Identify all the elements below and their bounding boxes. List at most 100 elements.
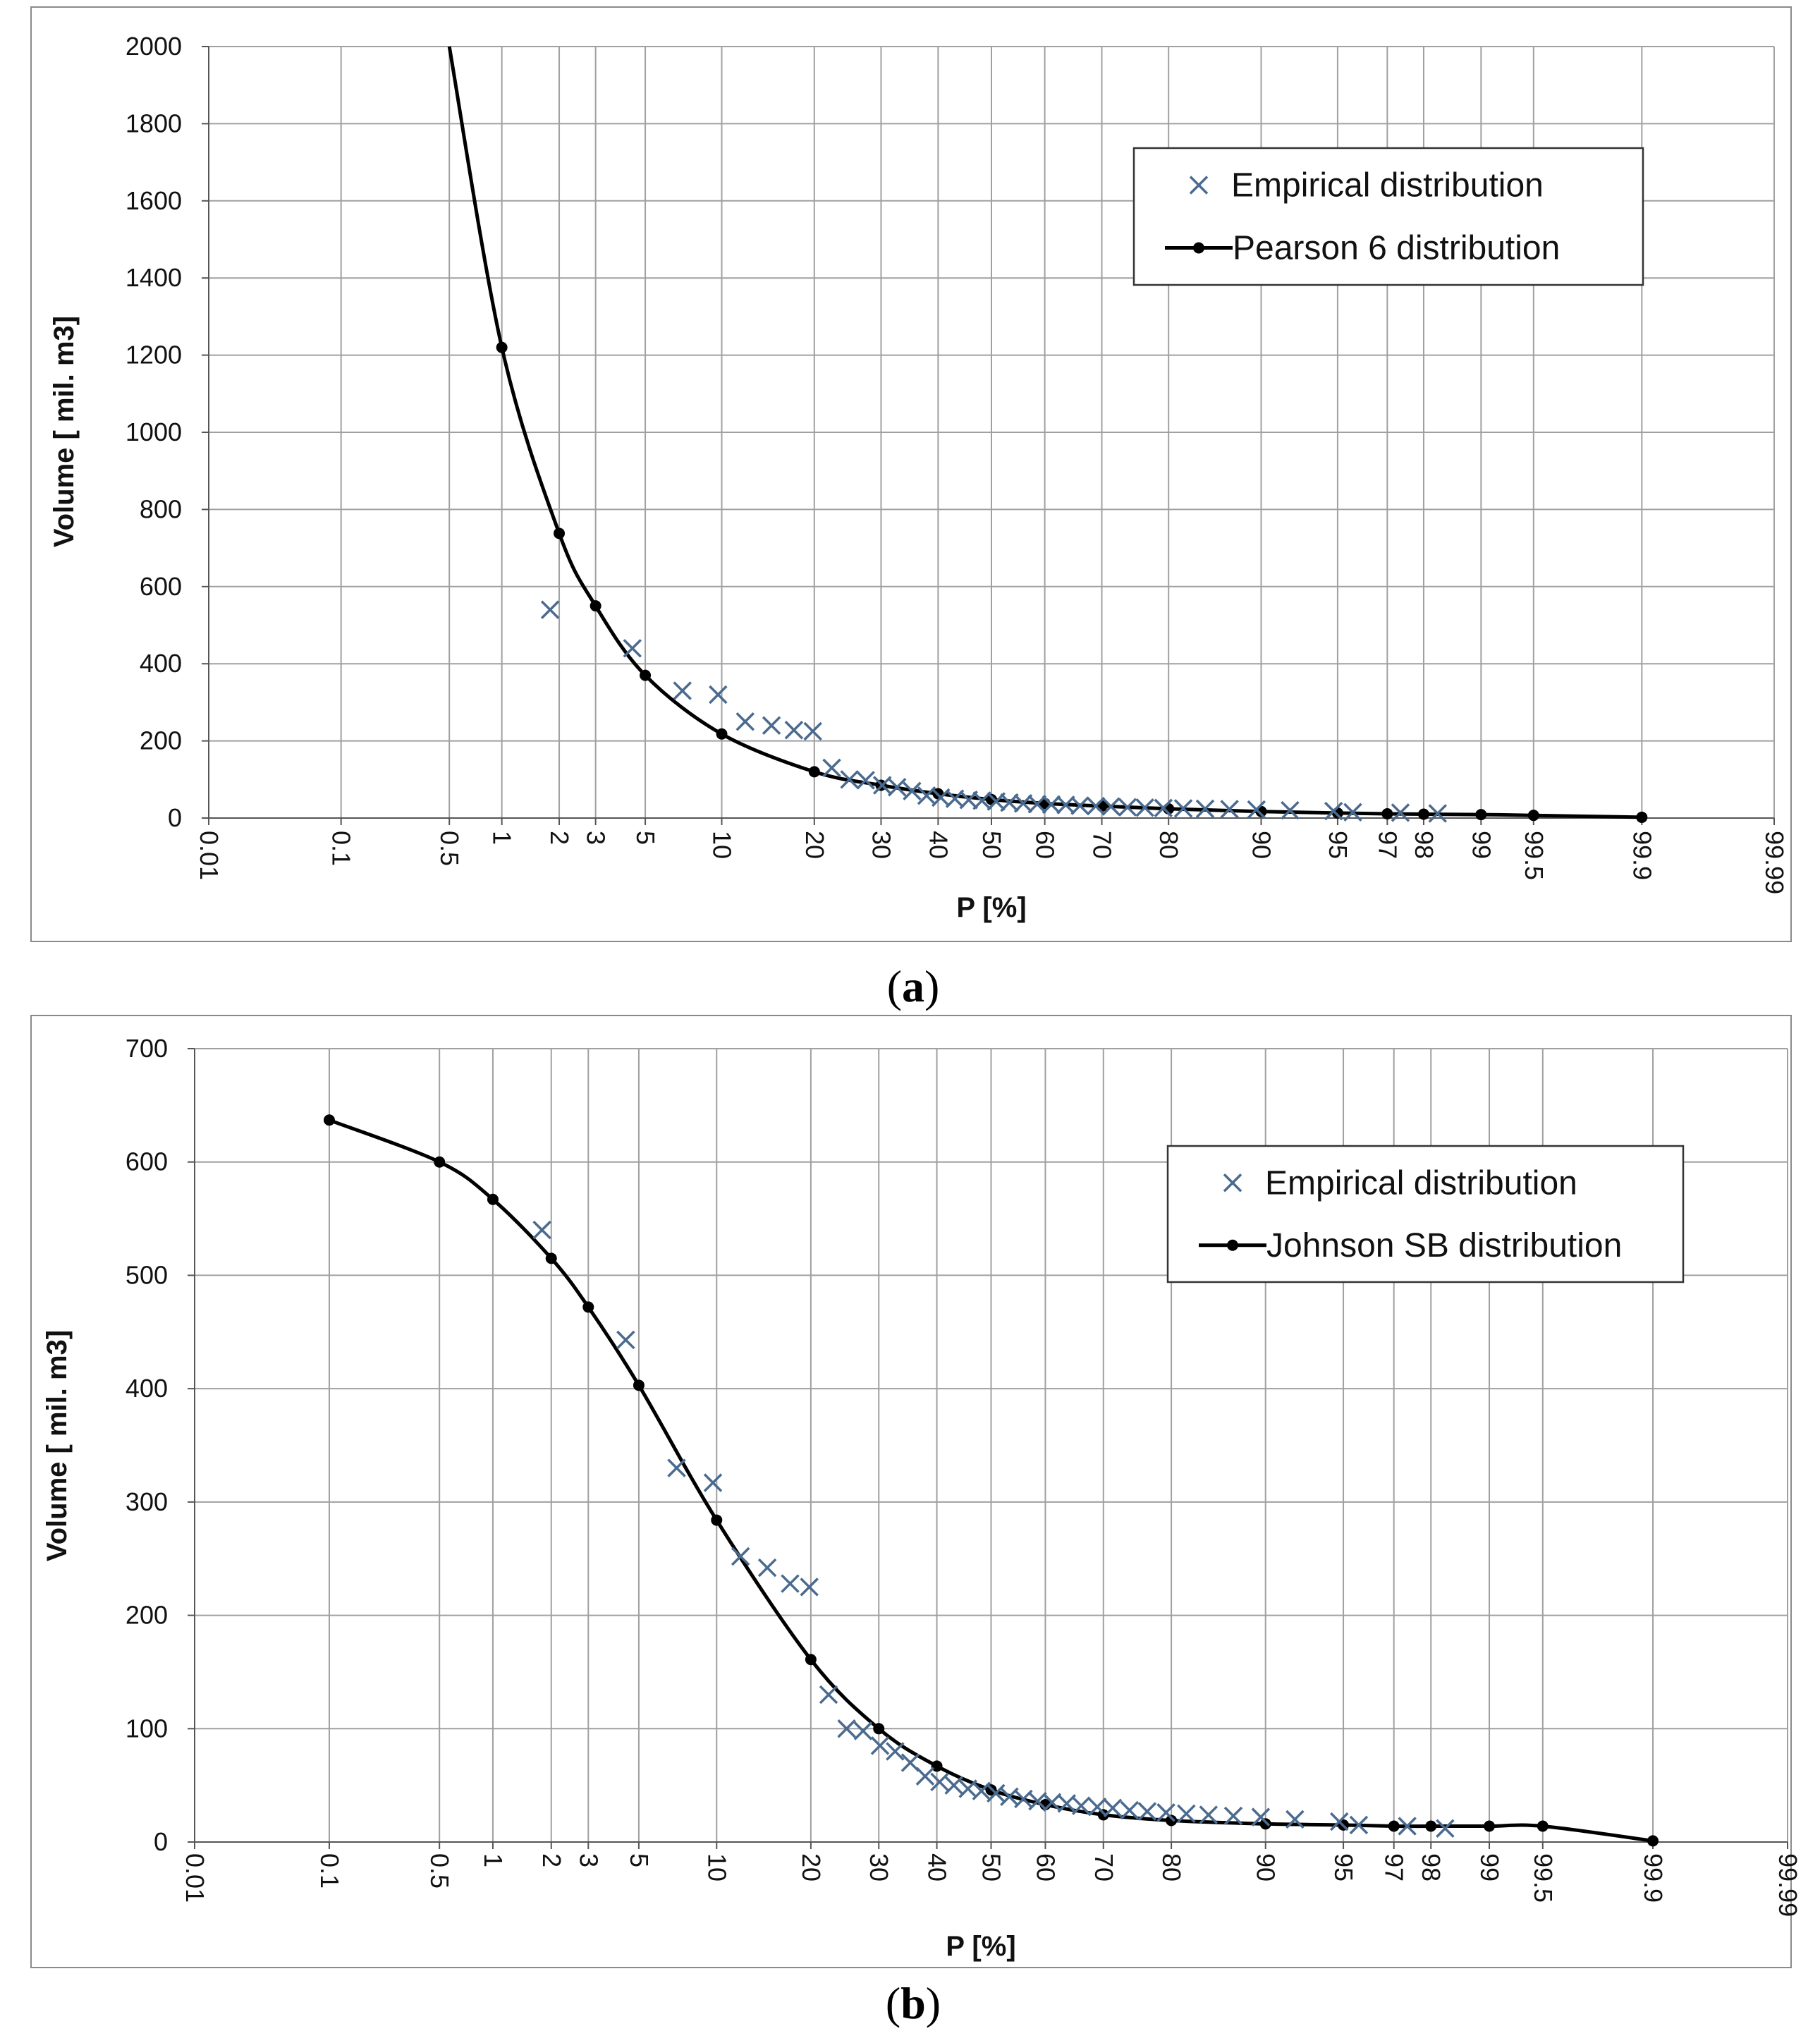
x-tick-label: 80	[1154, 831, 1183, 859]
x-tick-label: 98	[1410, 831, 1439, 859]
fitted-curve-point	[1388, 1820, 1400, 1832]
empirical-point-stroke	[903, 781, 922, 800]
empirical-point-stroke	[1173, 799, 1193, 818]
y-tick-label: 1000	[126, 417, 182, 446]
empirical-point-stroke	[1027, 795, 1047, 814]
empirical-point	[870, 1736, 890, 1755]
fitted-curve-point	[1331, 807, 1343, 819]
empirical-point	[757, 1558, 777, 1578]
empirical-point	[673, 681, 692, 700]
empirical-point-stroke	[1343, 803, 1362, 822]
empirical-point	[1042, 795, 1061, 815]
empirical-point-stroke	[540, 600, 560, 619]
legend-marker-dot	[1193, 242, 1204, 254]
empirical-point	[709, 685, 728, 705]
fitted-curve-point	[323, 1114, 335, 1126]
empirical-point-stroke	[915, 1767, 935, 1786]
x-tick-label: 60	[1031, 1853, 1060, 1882]
fitted-curve-point	[1381, 807, 1393, 819]
empirical-point-stroke	[1103, 1798, 1123, 1818]
x-tick-label: 0.01	[181, 1853, 209, 1903]
y-tick-label: 400	[140, 649, 182, 678]
empirical-point	[1223, 1806, 1243, 1826]
empirical-point	[781, 1574, 800, 1593]
empirical-point-stroke	[1028, 1791, 1047, 1811]
x-tick-label: 0.5	[425, 1853, 454, 1889]
x-tick-label: 99.99	[1773, 1853, 1802, 1917]
empirical-point-stroke	[1195, 799, 1215, 819]
x-tick-label: 40	[923, 1853, 952, 1882]
empirical-point	[1137, 1802, 1157, 1821]
empirical-point	[540, 600, 560, 619]
chart-frame	[30, 6, 1792, 942]
y-tick-label: 200	[126, 1601, 168, 1630]
empirical-point-stroke	[532, 1220, 551, 1240]
empirical-point-stroke	[709, 685, 728, 705]
x-tick-label: 99.9	[1639, 1853, 1668, 1903]
empirical-point	[903, 781, 922, 800]
x-tick-label: 5	[625, 1853, 654, 1867]
panel-label: (b)	[886, 1978, 941, 2028]
empirical-point-stroke	[837, 1719, 856, 1738]
fitted-curve-point	[554, 527, 566, 539]
legend-marker-empirical	[1189, 176, 1209, 195]
x-tick-label: 5	[631, 831, 660, 845]
empirical-point	[1156, 1803, 1175, 1822]
empirical-point-stroke	[1042, 795, 1061, 815]
empirical-point	[1436, 1819, 1455, 1838]
x-tick-label: 0.1	[315, 1853, 344, 1889]
empirical-point	[915, 1767, 935, 1786]
fitted-curve-point	[1166, 1815, 1178, 1826]
empirical-point-stroke	[1428, 804, 1448, 823]
empirical-point-stroke	[731, 1547, 750, 1566]
empirical-point-stroke	[803, 721, 822, 741]
empirical-point-stroke	[1135, 798, 1154, 817]
empirical-point-stroke	[887, 778, 907, 797]
chart-frame	[30, 1015, 1792, 1968]
empirical-point	[856, 771, 875, 790]
fitted-curve-point	[434, 1156, 446, 1168]
empirical-point	[1349, 1815, 1369, 1835]
x-axis-title: P [%]	[946, 1931, 1015, 1962]
fitted-curve-point	[1537, 1820, 1549, 1832]
legend-label-fitted: Johnson SB distribution	[1266, 1227, 1622, 1264]
empirical-point	[1391, 803, 1410, 822]
fitted-curve-point	[1259, 1818, 1271, 1830]
x-tick-label: 99.5	[1520, 831, 1549, 880]
y-tick-label: 300	[126, 1487, 168, 1516]
empirical-point	[1042, 1793, 1062, 1812]
fitted-curve-point	[1484, 1820, 1496, 1832]
fitted-curve-point	[805, 1654, 817, 1666]
empirical-point	[1103, 1798, 1123, 1818]
empirical-point	[731, 1547, 750, 1566]
empirical-point-stroke	[1086, 796, 1106, 816]
empirical-point	[1343, 803, 1362, 822]
x-tick-label: 0.1	[327, 831, 356, 866]
empirical-point	[1056, 795, 1075, 815]
empirical-point-stroke	[1247, 800, 1266, 819]
empirical-point	[1120, 1800, 1140, 1820]
x-tick-label: 50	[977, 1853, 1006, 1882]
y-tick-label: 400	[126, 1374, 168, 1403]
y-tick-label: 500	[126, 1260, 168, 1289]
empirical-point	[1135, 798, 1154, 817]
empirical-point-stroke	[781, 1574, 800, 1593]
empirical-point-stroke	[762, 716, 781, 735]
empirical-point-stroke	[1251, 1807, 1271, 1826]
empirical-point-stroke	[1000, 793, 1019, 812]
x-tick-label: 0.01	[195, 831, 224, 880]
empirical-point-stroke	[1398, 1817, 1417, 1836]
fitted-curve-point	[545, 1252, 557, 1264]
x-tick-label: 99.99	[1760, 831, 1789, 894]
y-tick-label: 1800	[126, 109, 182, 138]
x-tick-label: 70	[1088, 831, 1117, 859]
empirical-point	[1220, 800, 1239, 819]
fitted-curve-point	[633, 1379, 645, 1391]
empirical-point	[1154, 798, 1173, 818]
empirical-point	[735, 712, 755, 731]
y-tick-label: 600	[140, 572, 182, 601]
fitted-curve-point	[496, 341, 508, 353]
x-tick-label: 99.9	[1627, 831, 1656, 880]
empirical-point	[800, 1578, 819, 1597]
y-tick-label: 1600	[126, 186, 182, 215]
